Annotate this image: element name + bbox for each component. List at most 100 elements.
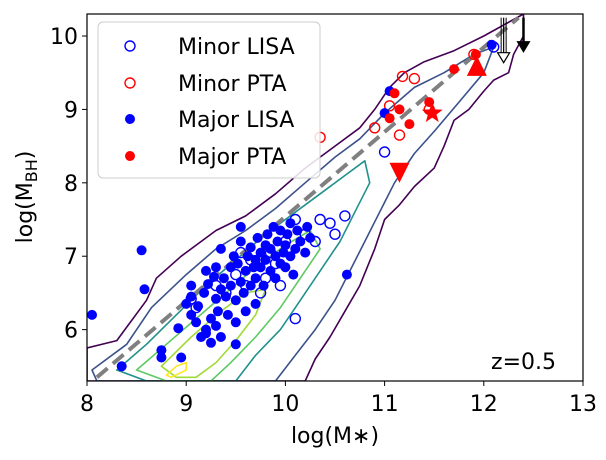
major-lisa-point [215, 284, 226, 295]
major-lisa-point [199, 287, 210, 298]
major-lisa-point [265, 265, 276, 276]
minor-lisa-point [289, 312, 301, 325]
x-tick-label: 11 [371, 392, 399, 417]
major-lisa-point [186, 309, 197, 320]
major-lisa-point [201, 265, 211, 276]
major-pta-point [404, 119, 415, 130]
minor-lisa-point [329, 228, 341, 240]
redshift-annotation: z=0.5 [491, 350, 556, 375]
major-lisa-point [280, 240, 291, 251]
major-lisa-point [235, 236, 246, 247]
major-lisa-point [282, 229, 293, 240]
major-lisa-point [252, 232, 263, 243]
major-lisa-point [181, 298, 192, 309]
legend-box [97, 21, 321, 179]
major-lisa-point [230, 339, 241, 350]
minor-pta-point [408, 72, 421, 85]
major-lisa-point [211, 262, 221, 273]
major-lisa-point [203, 279, 213, 290]
y-tick-label: 6 [64, 319, 78, 344]
x-tick-label: 9 [179, 392, 193, 417]
major-lisa-point [255, 262, 266, 273]
major-lisa-point [176, 352, 187, 363]
major-lisa-point [290, 243, 301, 254]
triangle-up-marker [466, 55, 487, 76]
major-lisa-point [270, 273, 281, 284]
major-lisa-point [260, 254, 271, 265]
major-pta-point [394, 104, 405, 115]
major-lisa-point [245, 280, 256, 291]
major-lisa-point [116, 361, 127, 372]
legend-label-major-pta: Major PTA [178, 145, 286, 170]
x-axis-ticks: 8 9 10 11 12 13 [80, 381, 597, 417]
minor-lisa-point [274, 279, 287, 292]
legend-marker-major-pta [125, 151, 135, 161]
major-lisa-point [218, 273, 229, 284]
y-tick-label: 8 [64, 172, 78, 197]
major-lisa-point [193, 301, 204, 312]
major-lisa-point [235, 276, 246, 287]
x-tick-label: 10 [271, 392, 299, 417]
major-lisa-point [222, 309, 233, 320]
major-lisa-point [240, 265, 251, 276]
major-lisa-point [255, 247, 266, 258]
major-pta-point [470, 49, 481, 60]
major-lisa-point [245, 242, 256, 253]
density-contour-5 [165, 361, 187, 379]
filled-arrowhead [516, 41, 531, 53]
legend-marker-minor-lisa [124, 40, 136, 52]
major-lisa-point [262, 229, 273, 240]
major-lisa-point [285, 218, 296, 229]
major-pta-point [449, 64, 459, 75]
major-lisa-point [139, 284, 150, 295]
major-lisa-point [215, 243, 226, 254]
legend: Minor LISA Minor PTA Major LISA Major PT… [97, 21, 321, 179]
minor-pta-point [383, 100, 396, 112]
major-lisa-point [240, 306, 251, 317]
legend-marker-minor-pta [124, 77, 136, 89]
major-lisa-point [87, 309, 97, 320]
major-lisa-point [228, 251, 239, 262]
density-contour-0 [87, 14, 525, 381]
major-lisa-point [341, 269, 352, 280]
major-lisa-point [136, 245, 147, 256]
x-tick-label: 8 [80, 392, 94, 417]
major-lisa-point [280, 262, 291, 273]
major-lisa-point [230, 295, 241, 306]
major-lisa-point [250, 298, 261, 309]
y-axis-label: log(MBH) [13, 151, 41, 244]
legend-label-minor-pta: Minor PTA [178, 72, 287, 97]
major-lisa-point [156, 352, 167, 363]
major-lisa-point [201, 328, 211, 339]
major-lisa-point [215, 332, 226, 342]
y-tick-label: 10 [50, 25, 78, 50]
major-lisa-point [186, 280, 197, 291]
minor-lisa-point [230, 268, 242, 281]
open-arrowhead [496, 52, 511, 64]
y-axis-label-close: ) [13, 151, 38, 160]
scaling-relation-line [95, 16, 520, 379]
minor-pta-point [396, 70, 409, 83]
major-lisa-point [265, 243, 276, 254]
star-marker [421, 102, 443, 122]
major-lisa-point [206, 313, 216, 324]
major-lisa-point [220, 291, 231, 302]
major-lisa-point [232, 258, 243, 269]
major-lisa-point [295, 236, 306, 247]
major-lisa-point [486, 39, 497, 50]
major-lisa-point [211, 320, 221, 331]
x-tick-label: 12 [470, 392, 498, 417]
y-axis-label-main: log(M [13, 182, 38, 243]
major-lisa-point [209, 271, 219, 282]
minor-lisa-point [324, 217, 336, 229]
legend-label-minor-lisa: Minor LISA [178, 35, 295, 60]
major-lisa-point [302, 221, 313, 232]
major-lisa-point [242, 251, 253, 262]
relation-layer [95, 16, 520, 379]
y-axis-ticks: 6 7 8 9 10 [50, 25, 87, 344]
major-lisa-point [258, 280, 269, 291]
major-lisa-point [300, 247, 311, 258]
major-lisa-point [212, 306, 223, 317]
points-layer [87, 39, 500, 372]
